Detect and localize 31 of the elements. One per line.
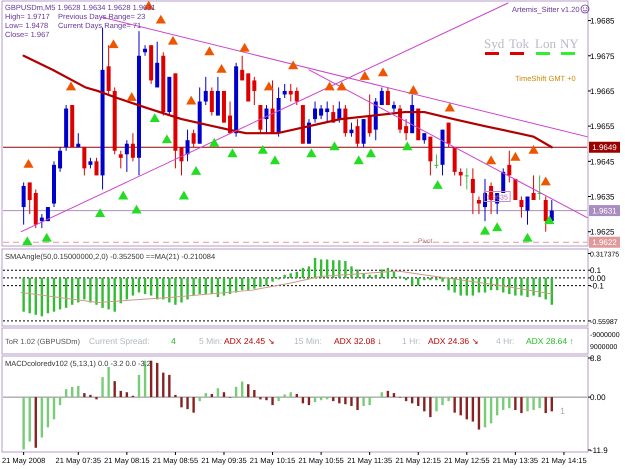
- text: Current Spread:: [89, 336, 150, 346]
- annotation: Syd: [484, 36, 505, 51]
- text: ADX 28.64 ↑: [526, 336, 574, 346]
- ref-line-label: 1.9622: [592, 238, 618, 248]
- ref-line-label: 1.9649: [592, 143, 618, 152]
- text: 5 Min:: [199, 336, 222, 346]
- text: ADX 24.36 ↘: [428, 336, 479, 346]
- annotation: Lon: [535, 36, 556, 51]
- text: 4: [171, 336, 176, 346]
- y-tick-label: 0.1: [590, 266, 602, 276]
- y-tick-label: 1.9645: [590, 157, 616, 166]
- ref-line-label: 1.9631: [592, 206, 618, 216]
- y-tick-label: 0.00: [590, 393, 606, 402]
- y-tick-label: 1.9635: [590, 192, 616, 202]
- y-tick-label: 0.00: [590, 274, 606, 283]
- text: 1 Hr:: [402, 336, 420, 346]
- text: ADX 32.08 ↓: [334, 336, 382, 346]
- y-tick-label: -0.1: [590, 282, 604, 291]
- annotation: NY: [560, 36, 580, 51]
- y-tick-label: 1.9655: [590, 122, 616, 132]
- text: 4 Hr:: [496, 336, 514, 346]
- text: 15 Min:: [294, 336, 322, 346]
- y-tick-label: 1.9675: [590, 52, 616, 61]
- y-tick-label: 1.9665: [590, 86, 616, 96]
- text: ADX 24.45 ↘: [224, 336, 275, 346]
- y-tick-label: 1.9685: [590, 16, 616, 26]
- y-tick-label: 8.8: [590, 354, 602, 363]
- y-tick-label: 1.9625: [590, 228, 616, 237]
- annotation: Tok: [509, 36, 530, 51]
- y-tick-label: -11.9: [590, 446, 608, 455]
- annotation: 1: [560, 406, 566, 416]
